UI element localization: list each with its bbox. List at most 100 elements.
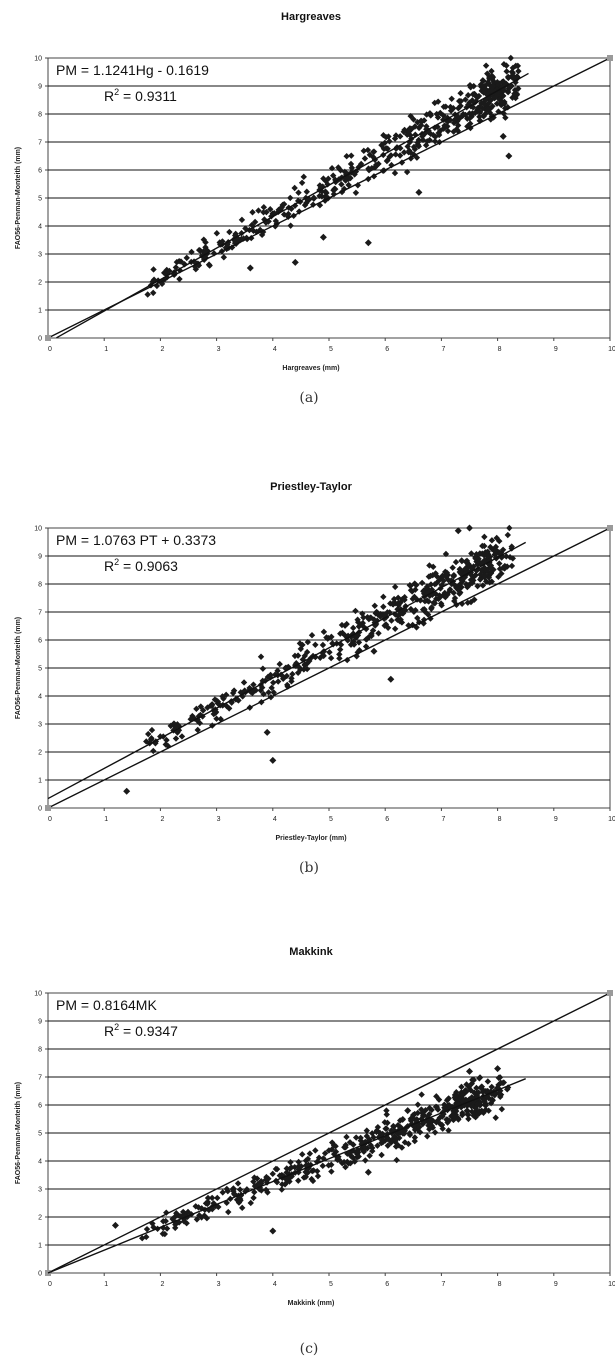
chart-c-data-point xyxy=(459,1097,466,1104)
chart-c-data-point xyxy=(465,1115,472,1123)
chart-a-data-point xyxy=(400,128,407,135)
chart-a-outlier-point xyxy=(319,233,327,241)
chart-a-data-point xyxy=(442,123,449,130)
chart-b-data-point xyxy=(228,698,235,705)
chart-a-data-point xyxy=(348,164,356,172)
chart-a-data-point xyxy=(173,258,181,266)
chart-c-y-tick-label: 2 xyxy=(38,1215,42,1222)
chart-c-x-tick-label: 4 xyxy=(273,1281,277,1288)
chart-c-data-point xyxy=(202,1200,210,1207)
chart-c-y-tick-label: 0 xyxy=(38,1271,42,1278)
chart-b-data-point xyxy=(326,649,333,656)
chart-c-y-tick-label: 1 xyxy=(38,1243,42,1250)
chart-b-panel-label: (b) xyxy=(299,860,319,876)
chart-a-data-point xyxy=(380,145,388,152)
chart-c-data-point xyxy=(498,1105,506,1113)
chart-c-data-point xyxy=(287,1158,294,1166)
chart-c-x-tick-label: 2 xyxy=(160,1281,164,1288)
chart-b-data-point xyxy=(328,633,335,641)
chart-a-y-tick-label: 4 xyxy=(38,224,42,231)
chart-a-x-tick-label: 5 xyxy=(329,346,333,353)
chart-b-data-point xyxy=(312,641,319,649)
chart-b-reference-endpoint xyxy=(45,805,51,811)
chart-b-data-point xyxy=(212,708,220,716)
chart-c-data-point xyxy=(198,1205,205,1212)
chart-a-data-point xyxy=(255,207,262,214)
chart-b-data-point xyxy=(350,641,358,648)
chart-c-y-tick-label: 5 xyxy=(38,1131,42,1138)
chart-b-x-tick-label: 4 xyxy=(273,816,277,823)
chart-a-data-point xyxy=(493,91,500,99)
chart-a-data-point xyxy=(448,95,455,102)
chart-a-data-point xyxy=(303,199,310,207)
chart-a-data-point xyxy=(285,210,292,218)
chart-a-reference-line xyxy=(47,57,611,339)
chart-c-data-point xyxy=(352,1134,360,1141)
chart-c-x-tick-label: 7 xyxy=(441,1281,445,1288)
chart-a-data-point xyxy=(287,194,294,202)
chart-c-x-tick-label: 9 xyxy=(554,1281,558,1288)
chart-a-equation: PM = 1.1241Hg - 0.1619 xyxy=(56,62,209,78)
chart-a-data-point xyxy=(287,222,294,229)
chart-a-y-tick-label: 3 xyxy=(38,252,42,259)
chart-b-data-point xyxy=(163,736,170,744)
chart-a-x-tick-label: 4 xyxy=(273,346,277,353)
chart-a-data-point xyxy=(440,103,448,111)
chart-c-data-point xyxy=(401,1139,409,1146)
chart-a-data-point xyxy=(418,118,426,125)
chart-a-data-point xyxy=(474,107,481,115)
chart-b-data-point xyxy=(462,565,469,572)
chart-a-data-point xyxy=(267,205,274,213)
chart-b-data-point xyxy=(483,567,490,574)
chart-a-data-point xyxy=(316,182,324,189)
chart-c-data-point xyxy=(374,1123,382,1131)
chart-a-data-point xyxy=(150,266,157,273)
chart-a-data-point xyxy=(322,177,329,184)
chart-b-reference-endpoint xyxy=(607,525,613,531)
chart-a-data-point xyxy=(434,98,442,105)
chart-c-r-squared: R2 = 0.9347 xyxy=(104,1022,178,1039)
chart-a-data-point xyxy=(200,248,207,255)
chart-a-data-point xyxy=(455,105,462,112)
chart-c-data-point xyxy=(308,1175,315,1183)
chart-a-outlier-point xyxy=(291,258,299,266)
chart-a-data-point xyxy=(275,208,282,216)
chart-b-data-point xyxy=(162,741,169,748)
chart-a-data-point xyxy=(431,138,439,145)
chart-c-data-point xyxy=(481,1097,488,1105)
chart-a-data-point xyxy=(464,92,472,99)
chart-c-data-point xyxy=(328,1161,335,1168)
chart-a-data-point xyxy=(503,68,510,75)
chart-c-data-point xyxy=(264,1189,271,1196)
chart-a-data-point xyxy=(268,213,275,220)
chart-a-data-point xyxy=(322,188,329,195)
chart-a-data-point xyxy=(345,175,352,183)
chart-a-data-point xyxy=(396,152,404,159)
chart-a-y-tick-label: 10 xyxy=(34,56,42,63)
chart-b-data-point xyxy=(477,571,484,578)
chart-c-y-tick-label: 6 xyxy=(38,1103,42,1110)
chart-a-data-point xyxy=(415,136,422,144)
chart-a-data-point xyxy=(484,106,492,113)
chart-c-x-tick-label: 6 xyxy=(385,1281,389,1288)
chart-b-y-axis-label: FAO56-Penman-Monteith (mm) xyxy=(15,617,22,719)
chart-a-outlier-point xyxy=(415,188,423,196)
chart-a-x-tick-label: 7 xyxy=(441,346,445,353)
chart-b-data-point xyxy=(358,621,365,628)
chart-a-panel-label: (a) xyxy=(299,390,318,406)
chart-c-data-point xyxy=(384,1119,391,1127)
chart-a-x-tick-label: 9 xyxy=(554,346,558,353)
chart-a-data-point xyxy=(338,181,345,188)
chart-b-x-tick-label: 8 xyxy=(498,816,502,823)
chart-c-data-point xyxy=(487,1088,494,1096)
chart-a-y-axis-label: FAO56-Penman-Monteith (mm) xyxy=(15,147,22,249)
chart-a-data-point xyxy=(373,162,380,169)
chart-c-data-point xyxy=(392,1136,400,1143)
chart-a-data-point xyxy=(337,167,344,174)
chart-c-x-tick-label: 1 xyxy=(104,1281,108,1288)
chart-c-data-point xyxy=(365,1138,372,1145)
chart-a-data-point xyxy=(329,172,337,179)
chart-b-data-point xyxy=(401,596,408,604)
chart-a-data-point xyxy=(509,74,516,81)
chart-a-data-point xyxy=(450,119,458,127)
